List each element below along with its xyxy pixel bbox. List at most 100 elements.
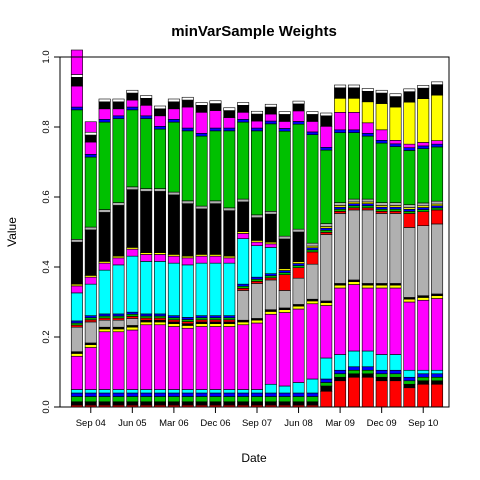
bar-segment — [278, 238, 291, 270]
bar-segment — [140, 321, 153, 326]
bar-segment — [167, 396, 180, 403]
bar-segment — [209, 319, 222, 323]
bar-segment — [403, 91, 416, 103]
bar-segment — [209, 262, 222, 316]
bar-segment — [84, 226, 97, 231]
bar-segment — [167, 315, 180, 319]
bar-segment — [195, 102, 208, 106]
bar-segment — [98, 328, 111, 333]
bar-segment — [167, 389, 180, 394]
bar-segment — [98, 262, 111, 271]
bar-segment — [237, 121, 250, 200]
bar-segment — [334, 213, 347, 284]
bar-segment — [417, 148, 430, 204]
bar-segment — [375, 92, 388, 104]
bar-segment — [84, 154, 97, 158]
bar-segment — [237, 321, 250, 326]
bar-segment — [237, 201, 250, 232]
bar-segment — [417, 202, 430, 207]
bar-segment — [431, 140, 444, 145]
bar-segment — [112, 317, 125, 321]
bar-segment — [403, 143, 416, 148]
bar-segment — [417, 373, 430, 378]
bar-segment — [181, 401, 194, 406]
bar-segment — [320, 115, 333, 127]
bar-segment — [361, 122, 374, 134]
bar-segment — [361, 101, 374, 124]
bar-segment — [181, 327, 194, 390]
bar-segment — [237, 233, 250, 239]
bar-segment — [237, 290, 250, 321]
bar-segment — [403, 369, 416, 378]
bar-segment — [98, 212, 111, 262]
bar-segment — [320, 112, 333, 117]
bar-segment — [264, 401, 277, 406]
x-axis-label: Date — [241, 451, 267, 465]
bar-segment — [195, 326, 208, 390]
bar-segment — [167, 401, 180, 406]
bar-segment — [334, 284, 347, 289]
bar-segment — [126, 186, 139, 190]
bar-segment — [84, 276, 97, 285]
bar-segment — [84, 141, 97, 155]
bar-segment — [70, 389, 83, 394]
bar-segment — [320, 234, 333, 302]
bar-segment — [347, 129, 360, 133]
bar-segment — [347, 198, 360, 203]
bar-segment — [112, 257, 125, 266]
bar-segment — [417, 225, 430, 296]
bar-segment — [431, 373, 444, 378]
y-tick-label: 0.2 — [41, 330, 52, 343]
bar-segment — [112, 98, 125, 103]
bar-segment — [431, 143, 444, 148]
bar-segment — [278, 290, 291, 309]
bar-segment — [84, 121, 97, 133]
bar-segment — [334, 132, 347, 203]
bar-segment — [375, 142, 388, 203]
bar-segment — [84, 344, 97, 348]
bar-segment — [375, 129, 388, 141]
bar-segment — [361, 376, 374, 408]
bar-segment — [389, 213, 402, 284]
bar-segment — [154, 188, 167, 192]
bar-segment — [195, 262, 208, 316]
bar-segment — [347, 203, 360, 207]
bar-segment — [264, 313, 277, 385]
bar-segment — [347, 207, 360, 211]
bar-segment — [251, 245, 263, 278]
bar-segment — [126, 106, 139, 111]
bar-segment — [167, 121, 180, 193]
y-axis-label: Value — [5, 217, 19, 247]
bar-segment — [70, 324, 83, 328]
bar-segment — [251, 120, 263, 129]
bar-segment — [154, 254, 167, 262]
bar-segment — [375, 213, 388, 284]
bar-segment — [251, 113, 263, 122]
bar-segment — [154, 261, 167, 315]
bar-segment — [84, 317, 97, 321]
bar-segment — [292, 396, 305, 403]
bar-segment — [98, 269, 111, 315]
bar-segment — [403, 376, 416, 382]
bar-segment — [167, 323, 180, 327]
bar-segment — [223, 319, 236, 323]
bar-segment — [84, 156, 97, 228]
bar-segment — [306, 263, 319, 300]
bar-segment — [195, 255, 208, 264]
bar-segment — [195, 205, 208, 210]
bar-segment — [389, 202, 402, 206]
bar-segment — [347, 132, 360, 200]
bar-segment — [112, 108, 125, 117]
bar-segment — [70, 77, 83, 87]
bar-segment — [347, 84, 360, 89]
bar-segment — [223, 117, 236, 129]
bar-segment — [292, 103, 305, 112]
bar-segment — [154, 108, 167, 117]
bar-segment — [264, 396, 277, 403]
bar-segment — [112, 331, 125, 390]
bar-segment — [251, 281, 263, 284]
bar-segment — [140, 105, 153, 117]
bar-segment — [251, 214, 263, 218]
bar-segment — [320, 302, 333, 306]
bar-segment — [431, 380, 444, 385]
